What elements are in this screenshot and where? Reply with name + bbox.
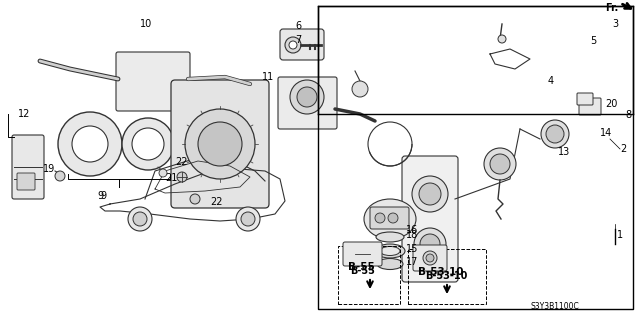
Circle shape: [484, 148, 516, 180]
Text: S3Y3B1100C: S3Y3B1100C: [531, 302, 579, 311]
Text: 10: 10: [140, 19, 152, 29]
Circle shape: [375, 213, 385, 223]
Circle shape: [177, 172, 187, 182]
FancyBboxPatch shape: [370, 207, 409, 229]
Circle shape: [128, 207, 152, 231]
Text: 18: 18: [406, 230, 419, 240]
Circle shape: [122, 118, 174, 170]
Circle shape: [236, 207, 260, 231]
Text: B-55: B-55: [348, 262, 375, 272]
Text: 22: 22: [210, 197, 223, 207]
Text: 22: 22: [175, 157, 188, 167]
Circle shape: [132, 128, 164, 160]
Text: 15: 15: [406, 244, 419, 254]
FancyBboxPatch shape: [12, 135, 44, 199]
Ellipse shape: [375, 244, 405, 258]
FancyBboxPatch shape: [343, 242, 382, 266]
Circle shape: [133, 212, 147, 226]
Text: B-55: B-55: [350, 266, 375, 276]
Circle shape: [289, 41, 297, 49]
Circle shape: [159, 169, 167, 177]
Circle shape: [72, 126, 108, 162]
FancyBboxPatch shape: [116, 52, 190, 111]
Text: 7: 7: [295, 35, 301, 45]
Circle shape: [546, 125, 564, 143]
Text: 11: 11: [262, 72, 275, 82]
Circle shape: [285, 37, 301, 53]
Circle shape: [423, 251, 437, 265]
Circle shape: [541, 120, 569, 148]
Text: 8: 8: [625, 110, 631, 120]
Circle shape: [419, 183, 441, 205]
Text: B-53-10: B-53-10: [425, 271, 467, 281]
Text: 21: 21: [165, 173, 177, 183]
Text: 2: 2: [620, 144, 627, 154]
Circle shape: [412, 176, 448, 212]
Circle shape: [290, 80, 324, 114]
Text: 16: 16: [406, 225, 419, 235]
Circle shape: [490, 154, 510, 174]
Text: 3: 3: [612, 19, 618, 29]
Circle shape: [352, 81, 368, 97]
Text: 9: 9: [97, 191, 103, 201]
Text: 19: 19: [43, 164, 55, 174]
Circle shape: [185, 109, 255, 179]
Text: 14: 14: [600, 128, 612, 138]
Bar: [408, 249, 486, 304]
Text: 9: 9: [100, 191, 106, 201]
Circle shape: [388, 213, 398, 223]
Ellipse shape: [380, 247, 400, 256]
Circle shape: [426, 254, 434, 262]
Bar: [318, 6, 633, 309]
Circle shape: [414, 228, 446, 260]
Circle shape: [198, 122, 242, 166]
FancyBboxPatch shape: [171, 80, 269, 208]
Text: B-53-10: B-53-10: [418, 267, 463, 277]
Ellipse shape: [377, 258, 403, 270]
FancyBboxPatch shape: [17, 173, 35, 190]
Text: 17: 17: [406, 257, 419, 267]
Ellipse shape: [364, 199, 416, 239]
FancyBboxPatch shape: [278, 77, 337, 129]
Text: 5: 5: [590, 36, 596, 46]
FancyBboxPatch shape: [402, 156, 458, 282]
Circle shape: [190, 194, 200, 204]
Text: 6: 6: [295, 21, 301, 31]
Bar: [338, 246, 400, 304]
Circle shape: [241, 212, 255, 226]
Circle shape: [58, 112, 122, 176]
FancyBboxPatch shape: [280, 29, 324, 60]
FancyBboxPatch shape: [579, 98, 601, 115]
Text: 20: 20: [605, 99, 618, 109]
Text: 4: 4: [548, 76, 554, 86]
Text: 13: 13: [558, 147, 570, 157]
Circle shape: [55, 171, 65, 181]
Circle shape: [297, 87, 317, 107]
FancyBboxPatch shape: [577, 93, 593, 105]
Circle shape: [420, 234, 440, 254]
FancyBboxPatch shape: [413, 245, 447, 271]
Ellipse shape: [376, 232, 404, 242]
Text: 1: 1: [617, 230, 623, 240]
Circle shape: [498, 35, 506, 43]
Text: Fr.: Fr.: [605, 3, 618, 13]
Text: 12: 12: [18, 109, 30, 119]
